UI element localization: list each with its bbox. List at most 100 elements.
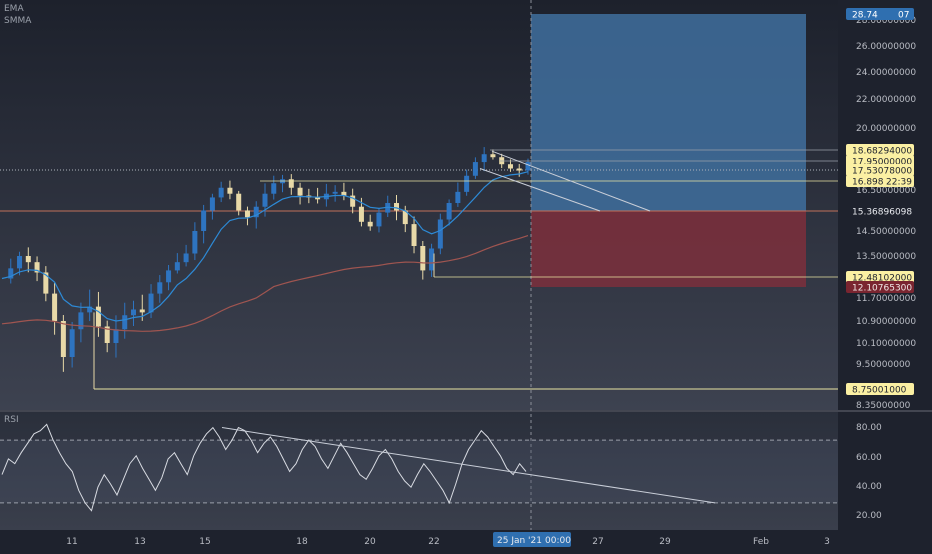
price-axis-tick: 13.50000000: [856, 252, 916, 262]
candle-body: [481, 154, 487, 163]
price-tag-extra: 22:39: [886, 178, 912, 188]
price-axis-tick: 26.00000000: [856, 42, 916, 52]
price-tag-label: 16.898: [852, 178, 884, 188]
time-axis-tick: 15: [199, 537, 210, 547]
candle-body: [60, 321, 66, 357]
price-tag-label: 12.10765300: [852, 284, 912, 294]
time-cursor-time: 00:00: [545, 536, 571, 546]
time-axis-tick: 11: [66, 537, 77, 547]
candle-body: [227, 187, 233, 194]
candle-body: [8, 268, 14, 279]
price-axis-tick: 20.00000000: [856, 124, 916, 134]
candle-body: [376, 212, 382, 227]
price-tag-bg: [846, 8, 914, 20]
candle-body: [253, 206, 259, 218]
candle-body: [341, 191, 347, 196]
time-axis-tick: 27: [592, 537, 603, 547]
time-axis-tick: 3: [824, 537, 830, 547]
price-axis-tick: 11.70000000: [856, 294, 916, 304]
ema-legend[interactable]: EMA: [4, 4, 24, 14]
candle-body: [236, 193, 242, 211]
price-tag-suffix: 07: [898, 11, 909, 21]
price-axis-tick: 8.35000000: [856, 401, 911, 411]
smma-line: [1, 235, 529, 332]
price-axis-tick: 16.50000000: [856, 186, 916, 196]
price-tag-label: 15.36896098: [852, 208, 912, 218]
rsi-line: [1, 423, 527, 512]
rsi-legend[interactable]: RSI: [4, 415, 19, 425]
price-tag-label: 12.48102000: [852, 274, 912, 284]
price-axis-tick: 28.00000000: [856, 16, 916, 26]
candle-body: [244, 210, 250, 218]
price-tag-bg: [846, 175, 914, 187]
price-tag-bg: [846, 281, 914, 293]
time-axis-tick: 22: [428, 537, 439, 547]
candle-body: [174, 262, 180, 271]
candle-body: [166, 270, 172, 283]
candle-body: [420, 246, 426, 271]
candle-body: [350, 195, 356, 207]
price-tag-label: 17.53078000: [852, 167, 912, 177]
time-axis-tick: 29: [659, 537, 671, 547]
candle-body: [411, 224, 417, 246]
candle-body: [288, 179, 294, 188]
profit-zone: [531, 14, 806, 211]
candle-body: [34, 262, 40, 273]
price-tag-label: 17.95000000: [852, 158, 912, 168]
candle-body: [52, 293, 58, 321]
candle-body: [525, 162, 531, 171]
candle-body: [104, 326, 110, 343]
candle-body: [367, 221, 373, 227]
candle-body: [201, 210, 207, 231]
candle-body: [516, 168, 522, 171]
candle-body: [157, 282, 163, 294]
price-tag-label: 28.74: [852, 11, 878, 21]
candle-body: [113, 329, 119, 343]
candle-body: [332, 191, 338, 194]
time-axis-tick: Feb: [753, 537, 769, 547]
trend-line-lower: [479, 168, 601, 212]
candle-body: [429, 248, 435, 271]
candle-body: [394, 203, 399, 211]
candle-body: [131, 309, 136, 316]
candle-body: [446, 203, 452, 220]
price-tag-bg: [846, 383, 914, 395]
candle-body: [209, 197, 215, 211]
candle-body: [183, 253, 189, 263]
price-tag-bg: [846, 271, 914, 283]
time-axis-tick: 20: [364, 537, 376, 547]
price-tag-bg: [846, 205, 914, 217]
candle-body: [455, 191, 461, 204]
price-axis-tick: 24.00000000: [856, 68, 916, 78]
candle-body: [69, 329, 75, 357]
candle-body: [472, 162, 478, 176]
candle-body: [95, 306, 101, 327]
price-axis-tick: 10.90000000: [856, 317, 916, 327]
candle-body: [507, 164, 513, 169]
price-tag-label: 18.68294000: [852, 147, 912, 157]
ema-line: [1, 171, 529, 322]
candle-body: [315, 197, 321, 200]
time-cursor-tag: [493, 532, 571, 547]
candle-body: [358, 206, 364, 222]
candle-body: [218, 187, 224, 198]
price-axis-tick: 10.10000000: [856, 339, 916, 349]
candle-body: [490, 154, 496, 158]
loss-zone: [531, 211, 806, 287]
price-tag-label: 8.75001000: [852, 386, 907, 396]
candle-body: [385, 203, 391, 213]
rsi-axis-tick: 40.00: [856, 482, 882, 492]
time-axis-tick: 13: [134, 537, 145, 547]
price-tag-bg: [846, 144, 914, 156]
price-axis-tick: 22.00000000: [856, 95, 916, 105]
candle-body: [437, 219, 443, 249]
candle-body: [87, 306, 93, 313]
candle-body: [148, 293, 154, 313]
rsi-axis-tick: 20.00: [856, 511, 882, 521]
price-axis-tick: 14.50000000: [856, 227, 916, 237]
smma-legend[interactable]: SMMA: [4, 16, 32, 26]
price-axis-tick: 9.50000000: [856, 360, 911, 370]
candle-body: [192, 231, 198, 254]
